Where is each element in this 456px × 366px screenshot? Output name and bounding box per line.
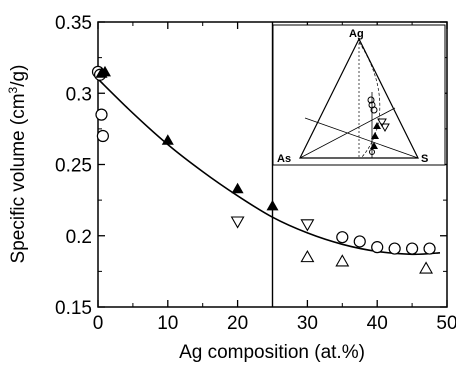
y-axis-label: Specific volume (cm3/g) (6, 65, 29, 264)
filled-triangle-point (231, 182, 244, 194)
open-triangle-down-point (300, 219, 315, 232)
x-tick-label: 0 (93, 313, 104, 334)
open-circle-point (95, 108, 108, 121)
open-circle-point (423, 242, 436, 255)
open-circle-point (406, 242, 419, 255)
y-tick-label: 0.25 (55, 156, 92, 177)
open-circle-point (371, 241, 384, 254)
inset-label-left: As (277, 153, 291, 165)
open-circle-point (96, 129, 109, 143)
x-tick-label: 50 (436, 313, 456, 334)
fit-curve (97, 78, 441, 256)
y-tick-label: 0.35 (55, 13, 92, 34)
tick-labels: 0 10 20 30 40 50 0.15 0.2 0.25 0.3 0.35 (55, 13, 456, 334)
inset-filled-triangle-marker (370, 142, 378, 149)
data-markers (91, 65, 436, 274)
inset-filled-triangle-marker (371, 132, 379, 139)
inset-label-top: Ag (349, 28, 364, 40)
filled-triangle-point (98, 65, 111, 77)
ternary-line-from-as (299, 107, 396, 159)
inset-triangle-down-marker (380, 123, 390, 133)
x-tick-label: 30 (297, 313, 318, 334)
open-triangle-down-point (230, 216, 245, 229)
inset-filled-triangle-marker (373, 122, 381, 129)
open-circle-point (336, 231, 349, 244)
inset-circle-marker (370, 106, 378, 114)
ternary-line-from-s (304, 117, 419, 159)
inset-triangle-down-marker (377, 118, 387, 128)
open-triangle-up-point (335, 254, 350, 267)
open-triangle-up-point (419, 261, 434, 274)
ternary-inset: Ag As S (272, 24, 446, 166)
y-axis-label-main: Specific volume (cm (8, 93, 29, 263)
y-tick-label: 0.15 (55, 298, 92, 319)
filled-triangle-point (161, 134, 174, 145)
x-tick-label: 10 (157, 313, 178, 334)
y-tick-label: 0.3 (66, 84, 92, 105)
inset-circle-marker (369, 149, 375, 155)
filled-triangle-point (266, 199, 279, 211)
y-axis-label-sup: 3 (6, 86, 20, 93)
x-tick-label: 20 (227, 313, 248, 334)
open-triangle-up-point (300, 250, 315, 263)
inset-label-right: S (421, 153, 428, 165)
ternary-triangle (299, 37, 419, 159)
y-tick-label: 0.2 (66, 227, 92, 248)
inset-circle-marker (367, 96, 375, 104)
open-circle-point (353, 235, 366, 248)
x-axis-label: Ag composition (at.%) (179, 342, 365, 363)
x-tick-label: 40 (367, 313, 388, 334)
y-axis-label-end: /g) (8, 65, 29, 87)
open-circle-point (388, 242, 401, 255)
